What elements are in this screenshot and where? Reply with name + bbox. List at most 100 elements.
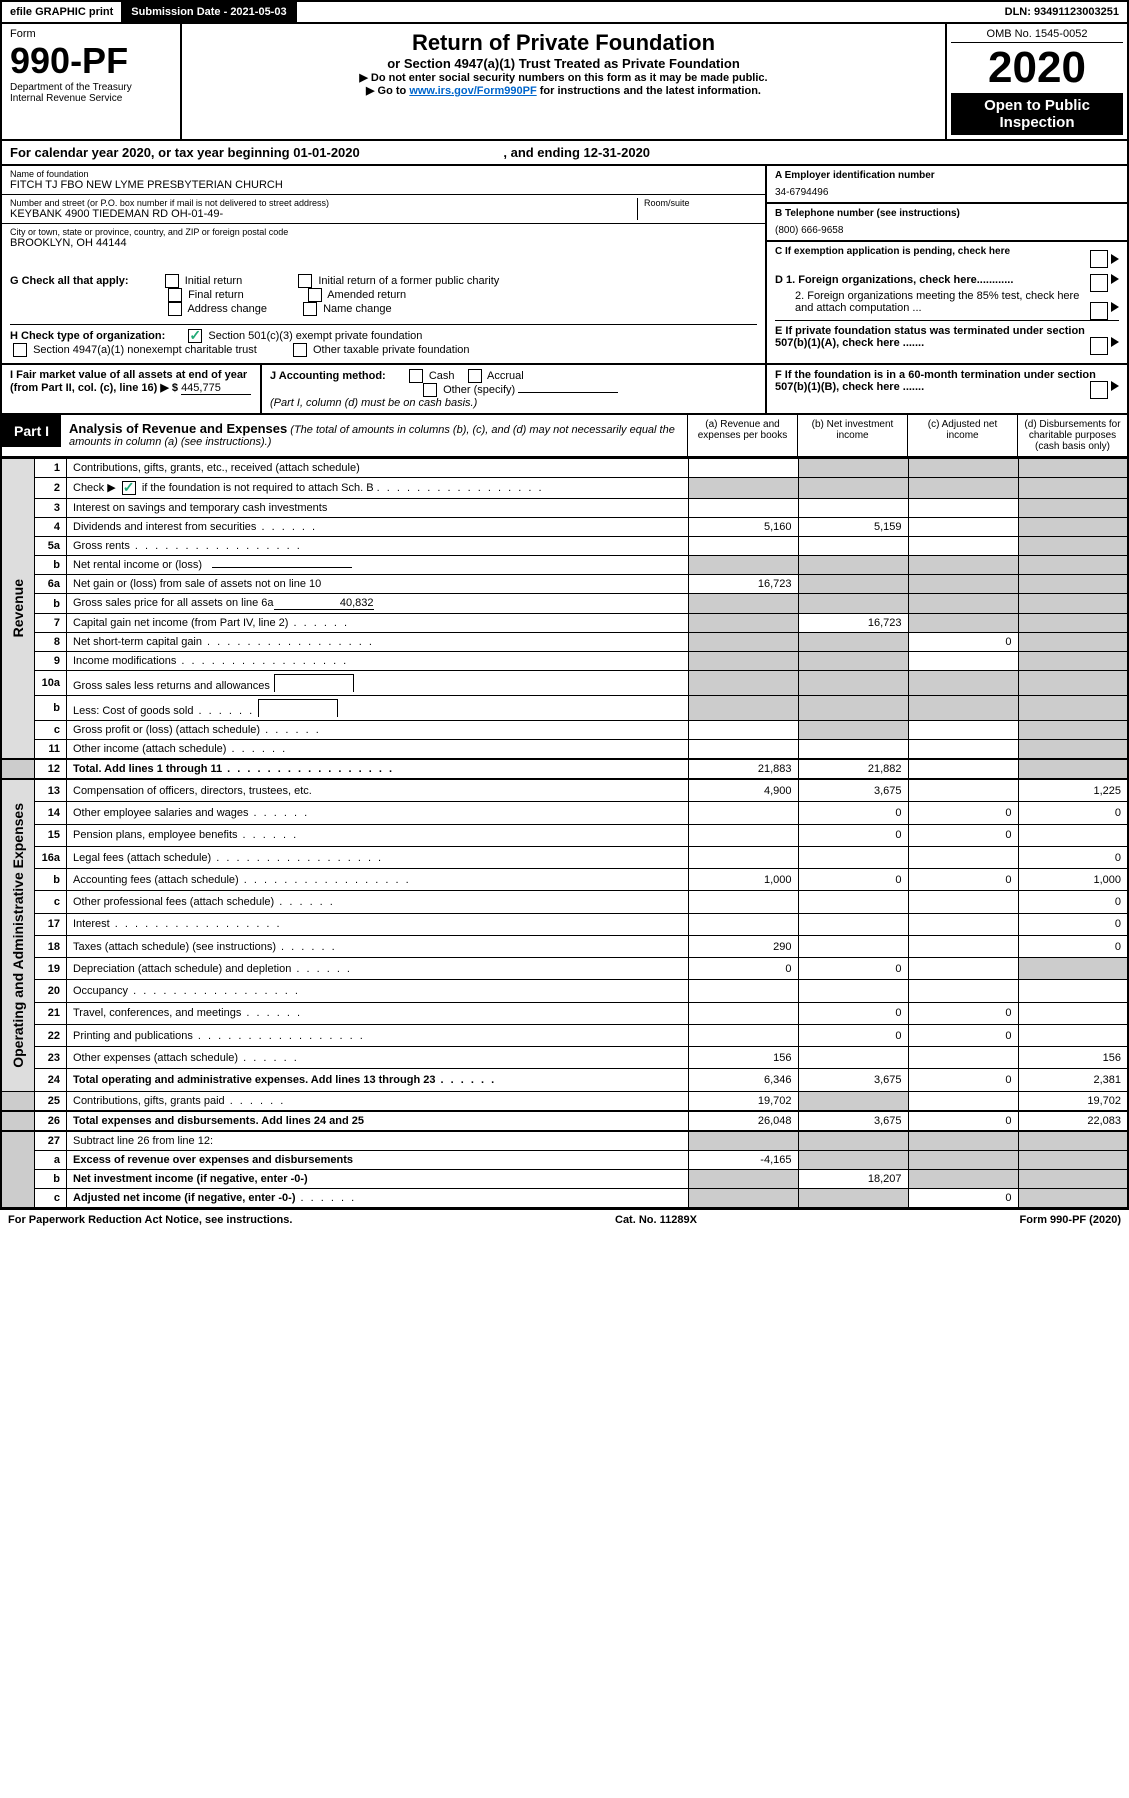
name-change-checkbox[interactable] [303,302,317,316]
sch-b-checkbox[interactable] [122,481,136,495]
table-row: bLess: Cost of goods sold [1,696,1128,721]
check-sections: G Check all that apply: Initial return I… [0,268,1129,365]
table-row: 15Pension plans, employee benefits00 [1,824,1128,846]
table-row: 12Total. Add lines 1 through 1121,88321,… [1,759,1128,779]
col-c-header: (c) Adjusted net income [907,415,1017,456]
efile-label[interactable]: efile GRAPHIC print [2,2,123,22]
expenses-side-label: Operating and Administrative Expenses [8,783,28,1088]
table-row: cGross profit or (loss) (attach schedule… [1,721,1128,740]
table-row: bGross sales price for all assets on lin… [1,594,1128,614]
other-specify-checkbox[interactable] [423,383,437,397]
arrow-icon [1111,254,1119,264]
table-row: 11Other income (attach schedule) [1,740,1128,760]
table-row: 2Check ▶ if the foundation is not requir… [1,478,1128,499]
initial-return-checkbox[interactable] [165,274,179,288]
section-h-label: H Check type of organization: [10,330,165,342]
top-bar: efile GRAPHIC print Submission Date - 20… [0,0,1129,24]
table-row: 6aNet gain or (loss) from sale of assets… [1,575,1128,594]
table-row: 8Net short-term capital gain0 [1,633,1128,652]
ein-label: A Employer identification number [775,170,1119,181]
col-b-header: (b) Net investment income [797,415,907,456]
arrow-icon [1111,337,1119,347]
final-return-checkbox[interactable] [168,288,182,302]
address-label: Number and street (or P.O. box number if… [10,198,637,208]
col-d-header: (d) Disbursements for charitable purpose… [1017,415,1127,456]
footer-right: Form 990-PF (2020) [1020,1214,1121,1226]
submission-date: Submission Date - 2021-05-03 [123,2,296,22]
4947a1-checkbox[interactable] [13,343,27,357]
address-change-checkbox[interactable] [168,302,182,316]
form-subtitle: or Section 4947(a)(1) Trust Treated as P… [188,56,939,71]
section-e: E If private foundation status was termi… [775,325,1085,349]
instruction-2: ▶ Go to www.irs.gov/Form990PF for instru… [188,84,939,97]
table-row: 21Travel, conferences, and meetings00 [1,1002,1128,1024]
table-row: 24Total operating and administrative exp… [1,1069,1128,1091]
fmv-accounting-row: I Fair market value of all assets at end… [0,365,1129,415]
revenue-side-label: Revenue [8,559,28,657]
section-j-label: J Accounting method: [270,370,386,382]
footer-mid: Cat. No. 11289X [615,1214,697,1226]
table-row: Operating and Administrative Expenses 13… [1,779,1128,802]
accrual-checkbox[interactable] [468,369,482,383]
table-row: cOther professional fees (attach schedul… [1,891,1128,913]
initial-public-charity-checkbox[interactable] [298,274,312,288]
foreign-org-checkbox[interactable] [1090,274,1108,292]
amended-return-checkbox[interactable] [308,288,322,302]
cash-checkbox[interactable] [409,369,423,383]
table-row: cAdjusted net income (if negative, enter… [1,1188,1128,1208]
table-row: 16aLegal fees (attach schedule)0 [1,846,1128,868]
form-label: Form [10,28,172,40]
table-row: 19Depreciation (attach schedule) and dep… [1,958,1128,980]
instruction-1: ▶ Do not enter social security numbers o… [188,71,939,84]
section-d2: 2. Foreign organizations meeting the 85%… [795,290,1079,314]
table-row: bNet investment income (if negative, ent… [1,1169,1128,1188]
section-g-label: G Check all that apply: [10,275,129,287]
other-taxable-checkbox[interactable] [293,343,307,357]
col-a-header: (a) Revenue and expenses per books [687,415,797,456]
telephone-label: B Telephone number (see instructions) [775,208,1119,219]
section-f: F If the foundation is in a 60-month ter… [775,369,1096,393]
part1-table: Revenue 1Contributions, gifts, grants, e… [0,458,1129,1209]
table-row: 9Income modifications [1,652,1128,671]
cash-basis-note: (Part I, column (d) must be on cash basi… [270,397,477,409]
arrow-icon [1111,381,1119,391]
room-label: Room/suite [644,198,757,208]
table-row: 7Capital gain net income (from Part IV, … [1,614,1128,633]
table-row: 5aGross rents [1,537,1128,556]
table-row: 3Interest on savings and temporary cash … [1,499,1128,518]
table-row: 20Occupancy [1,980,1128,1002]
part1-label: Part I [2,415,61,447]
85pct-test-checkbox[interactable] [1090,302,1108,320]
table-row: 4Dividends and interest from securities5… [1,518,1128,537]
section-d1: D 1. Foreign organizations, check here..… [775,274,1013,286]
form-header: Form 990-PF Department of the Treasury I… [0,24,1129,141]
foundation-name: FITCH TJ FBO NEW LYME PRESBYTERIAN CHURC… [10,179,757,191]
status-terminated-checkbox[interactable] [1090,337,1108,355]
table-row: bNet rental income or (loss) [1,556,1128,575]
address: KEYBANK 4900 TIEDEMAN RD OH-01-49- [10,208,637,220]
tax-year: 2020 [951,43,1123,93]
table-row: bAccounting fees (attach schedule)1,0000… [1,869,1128,891]
irs-label: Internal Revenue Service [10,93,172,104]
open-inspection: Open to Public Inspection [951,93,1123,135]
section-c-label: C If exemption application is pending, c… [775,246,1010,257]
table-row: 10aGross sales less returns and allowanc… [1,671,1128,696]
irs-link[interactable]: www.irs.gov/Form990PF [409,85,536,97]
exemption-pending-checkbox[interactable] [1090,250,1108,268]
ein: 34-6794496 [775,187,1119,198]
table-row: 25Contributions, gifts, grants paid19,70… [1,1091,1128,1111]
footer-left: For Paperwork Reduction Act Notice, see … [8,1214,292,1226]
omb-number: OMB No. 1545-0052 [951,28,1123,43]
page-footer: For Paperwork Reduction Act Notice, see … [0,1209,1129,1230]
501c3-checkbox[interactable] [188,329,202,343]
calendar-year-row: For calendar year 2020, or tax year begi… [0,141,1129,166]
foundation-name-label: Name of foundation [10,169,757,179]
table-row: 18Taxes (attach schedule) (see instructi… [1,935,1128,957]
dept-label: Department of the Treasury [10,82,172,93]
table-row: Revenue 1Contributions, gifts, grants, e… [1,459,1128,478]
table-row: 17Interest0 [1,913,1128,935]
form-number: 990-PF [10,40,172,82]
table-row: aExcess of revenue over expenses and dis… [1,1150,1128,1169]
part1-title: Analysis of Revenue and Expenses [69,421,287,436]
60month-checkbox[interactable] [1090,381,1108,399]
